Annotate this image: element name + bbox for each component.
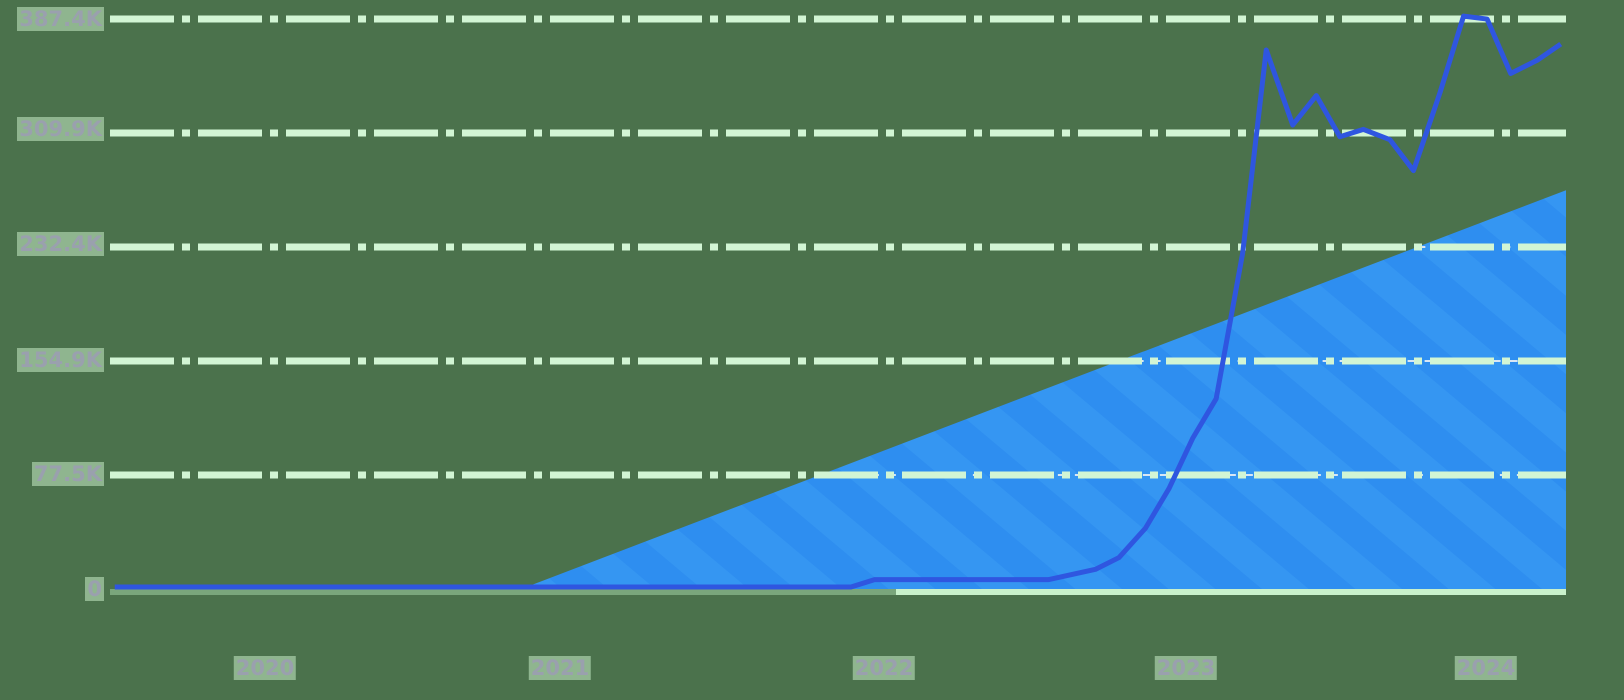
- y-tick-label: 154.9K: [17, 348, 104, 372]
- y-tick-label: 77.5K: [31, 462, 104, 486]
- y-tick-label: 309.9K: [17, 117, 104, 141]
- y-tick-label: 0: [85, 577, 104, 601]
- gridlines: [110, 15, 1566, 479]
- x-tick-label: 2022: [852, 656, 916, 680]
- x-axis-baseline-highlight: [896, 589, 1566, 595]
- area-fill: [521, 190, 1567, 590]
- x-tick-label: 2024: [1454, 656, 1518, 680]
- x-tick-label: 2020: [233, 656, 297, 680]
- line-series: [114, 13, 1563, 590]
- y-tick-label: 387.4K: [17, 7, 104, 31]
- x-axis-baseline: [110, 589, 1566, 595]
- y-tick-label: 232.4K: [17, 232, 104, 256]
- line-path: [114, 13, 1563, 590]
- x-tick-label: 2023: [1154, 656, 1218, 680]
- x-tick-label: 2021: [528, 656, 592, 680]
